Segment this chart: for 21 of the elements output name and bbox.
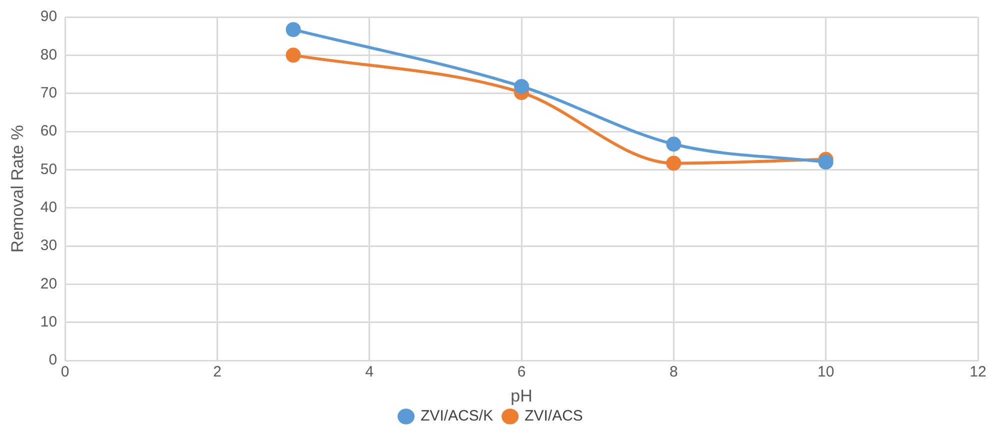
y-tick-label: 40 xyxy=(40,199,58,216)
x-tick-label: 6 xyxy=(517,364,526,381)
x-tick-label: 0 xyxy=(60,364,70,381)
x-axis-title: pH xyxy=(510,386,532,406)
x-tick-label: 8 xyxy=(670,364,678,381)
y-tick-label: 0 xyxy=(48,352,58,369)
y-tick-label: 30 xyxy=(40,237,58,254)
x-tick-label: 4 xyxy=(365,364,374,381)
x-tick-label: 10 xyxy=(818,364,834,381)
x-tick-label: 12 xyxy=(970,364,986,381)
y-tick-label: 10 xyxy=(40,314,58,331)
legend-label: ZVI/ACS/K xyxy=(420,408,494,425)
y-tick-label: 90 xyxy=(40,8,58,26)
y-tick-label: 70 xyxy=(40,84,58,102)
y-tick-label: 80 xyxy=(40,46,58,64)
x-tick-label: 2 xyxy=(213,364,222,381)
y-axis-title: Removal Rate % xyxy=(8,125,27,253)
y-tick-label: 50 xyxy=(40,160,58,178)
legend-label: ZVI/ACS xyxy=(524,408,583,425)
y-tick-label: 60 xyxy=(40,122,58,140)
y-tick-label: 20 xyxy=(40,275,58,292)
